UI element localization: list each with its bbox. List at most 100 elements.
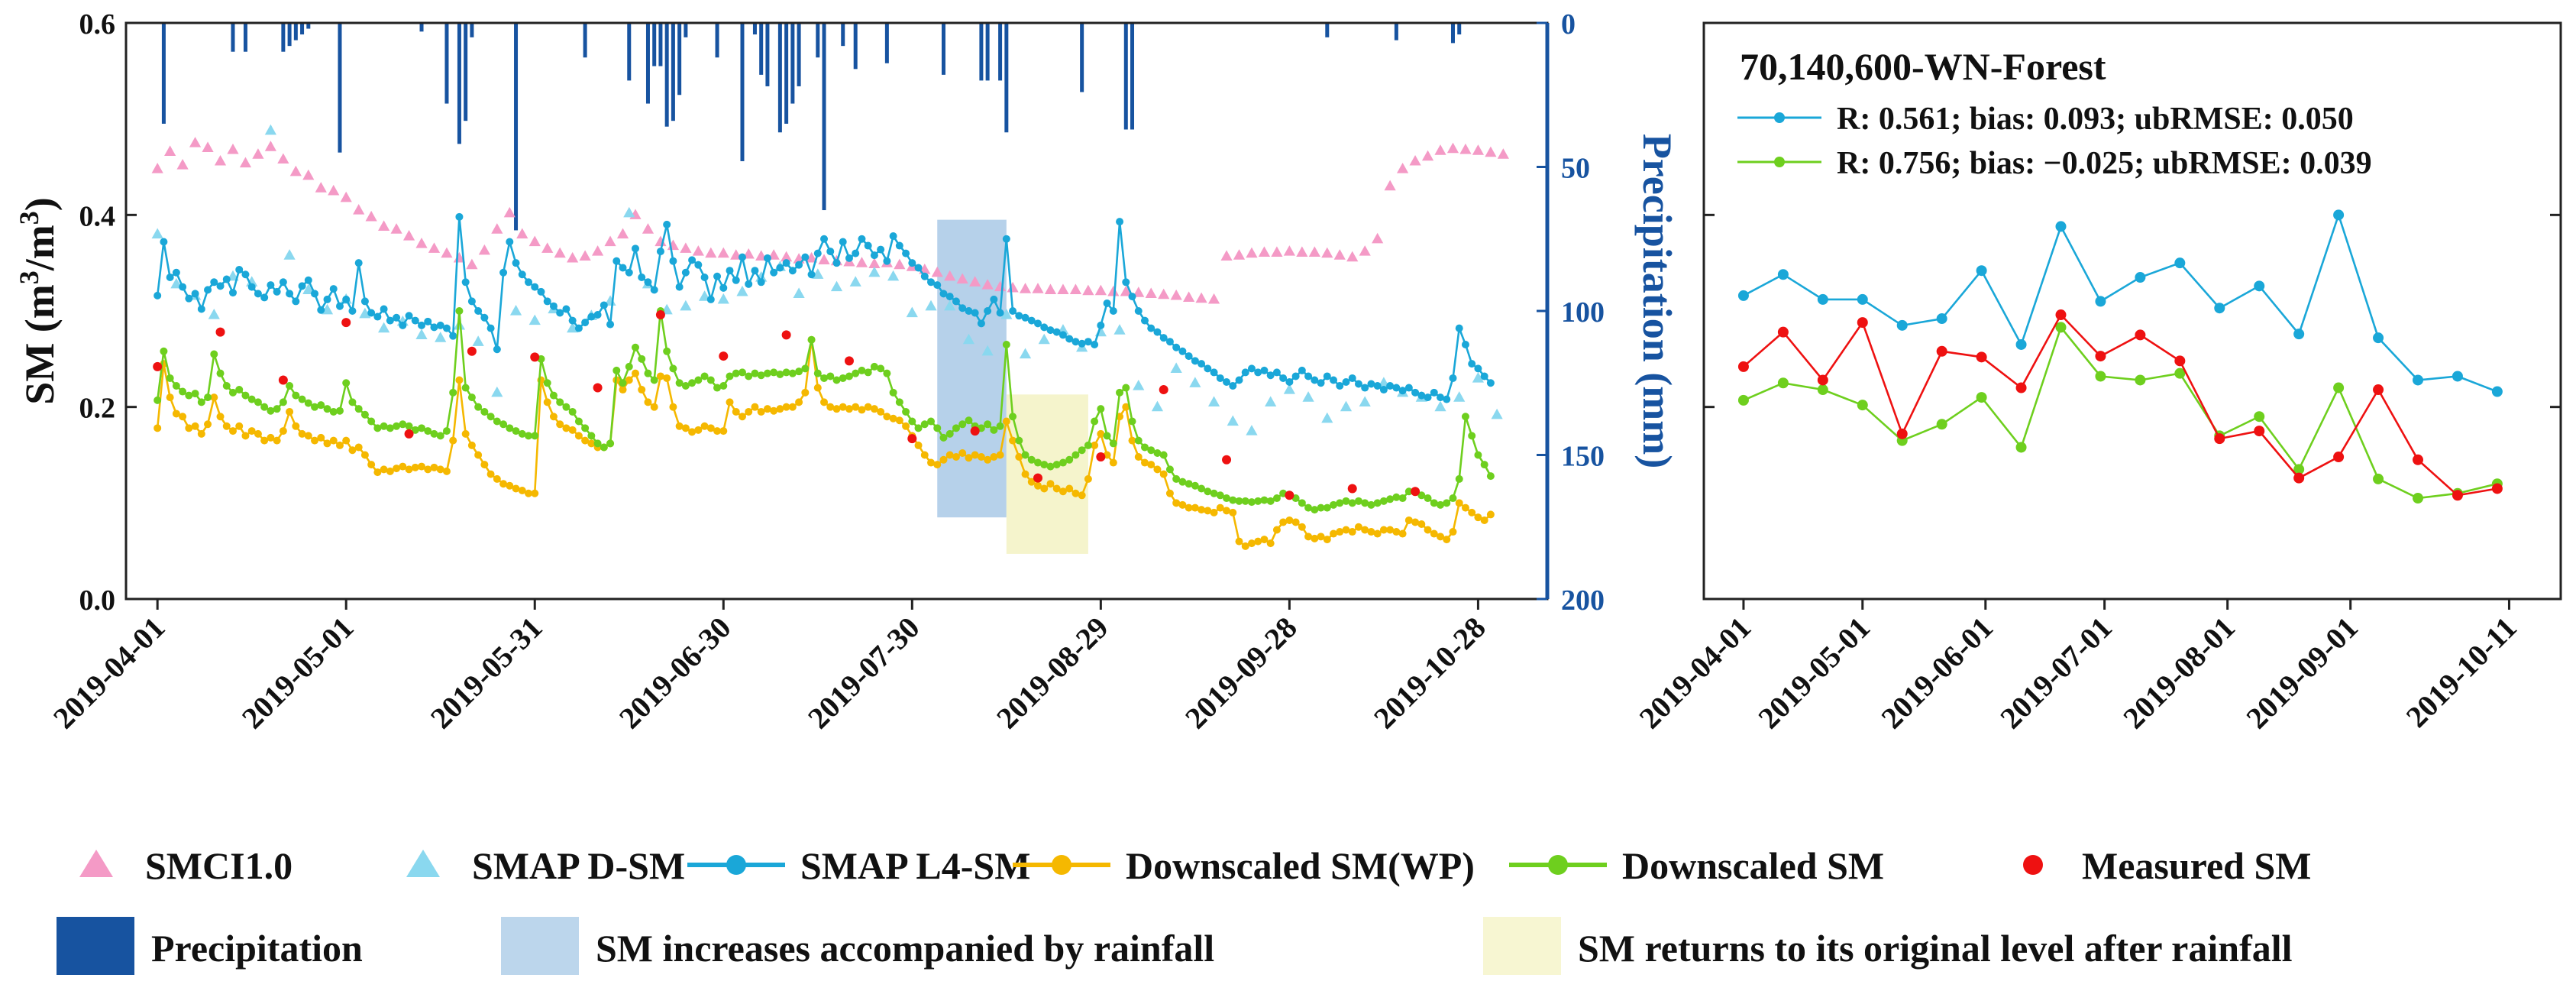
data-point	[2413, 493, 2423, 504]
data-point	[1480, 372, 1488, 380]
data-point	[179, 413, 187, 421]
data-point	[210, 350, 218, 358]
data-point	[1002, 417, 1010, 426]
data-point	[239, 157, 252, 168]
data-point	[2491, 483, 2503, 494]
data-point	[2293, 329, 2305, 340]
x-tick-label: 2019-07-01	[1993, 610, 2119, 736]
data-point	[656, 372, 664, 380]
precipitation-bar	[884, 23, 889, 63]
data-point	[801, 253, 810, 261]
precipitation-bar	[1130, 23, 1135, 130]
data-point	[945, 293, 954, 301]
data-point	[600, 443, 608, 452]
data-point	[1424, 494, 1432, 503]
data-point	[700, 422, 709, 430]
data-point	[931, 266, 943, 277]
data-point	[1398, 529, 1407, 538]
legend-triangle-icon	[79, 850, 113, 877]
data-point	[933, 424, 942, 432]
data-point	[1027, 455, 1036, 464]
data-point	[1411, 388, 1420, 397]
data-point	[1266, 371, 1275, 380]
legend-label: SMAP D-SM	[472, 844, 685, 887]
data-point	[1330, 500, 1338, 509]
data-point	[902, 249, 910, 257]
data-point	[1159, 385, 1168, 395]
data-point	[424, 465, 432, 474]
data-point	[984, 420, 992, 429]
data-point	[461, 384, 470, 392]
data-point	[215, 327, 225, 337]
data-point	[1172, 474, 1181, 483]
y-tick-label: 0.4	[79, 200, 116, 232]
precipitation-bar	[765, 23, 770, 86]
data-point	[304, 276, 312, 284]
data-point	[813, 384, 822, 392]
data-point	[204, 286, 212, 294]
precip-tick-label: 0	[1561, 8, 1576, 40]
data-point	[1247, 364, 1256, 373]
data-point	[1207, 396, 1220, 406]
precipitation-bar	[470, 23, 474, 37]
data-point	[855, 257, 868, 267]
data-point	[1002, 235, 1010, 243]
data-point	[2174, 257, 2186, 269]
data-point	[1437, 500, 1445, 509]
data-point	[1021, 470, 1029, 478]
legend-label: Precipitation	[151, 927, 363, 970]
data-point	[894, 258, 906, 270]
data-point	[1178, 347, 1187, 355]
data-point	[411, 426, 419, 434]
data-point	[1052, 328, 1061, 336]
panel-legend-label: R: 0.756; bias: −0.025; ubRMSE: 0.039	[1837, 146, 2372, 181]
data-point	[436, 432, 444, 440]
data-point	[1449, 494, 1457, 503]
data-point	[1367, 380, 1375, 388]
data-point	[1455, 324, 1463, 332]
data-point	[373, 468, 382, 477]
data-point	[820, 235, 829, 243]
data-point	[920, 451, 929, 459]
data-point	[2015, 338, 2027, 350]
data-point	[1291, 518, 1300, 526]
data-point	[435, 332, 447, 342]
data-point	[858, 406, 866, 414]
data-point	[1122, 403, 1130, 411]
data-point	[1386, 382, 1395, 390]
legend-item-sm-returns-to-its-original-level-after-rainfall: SM returns to its original level after r…	[1483, 917, 2293, 975]
data-point	[1052, 484, 1061, 493]
data-point	[512, 427, 520, 436]
data-point	[1817, 384, 1828, 396]
data-point	[1159, 470, 1168, 478]
data-point	[1411, 487, 1421, 497]
data-point	[1455, 474, 1463, 483]
data-point	[781, 251, 793, 262]
data-point	[1308, 246, 1320, 257]
data-point	[1032, 283, 1044, 293]
data-point	[1359, 396, 1371, 406]
data-point	[606, 439, 615, 448]
data-point	[1216, 374, 1224, 382]
data-point	[1449, 528, 1457, 536]
data-point	[402, 229, 415, 241]
data-point	[1348, 499, 1356, 507]
data-point	[568, 426, 577, 434]
data-point	[1373, 382, 1382, 390]
data-point	[1260, 536, 1269, 544]
data-point	[393, 313, 401, 322]
data-point	[1777, 377, 1789, 389]
data-point	[166, 274, 174, 282]
data-point	[984, 455, 992, 464]
legend-label: SMCI1.0	[145, 844, 293, 887]
data-point	[222, 422, 231, 430]
panel-series-r-0-561-bias-0-093-ubrmse-0-050	[1737, 209, 2503, 397]
data-point	[1298, 499, 1306, 507]
data-point	[556, 309, 564, 317]
data-point	[2333, 452, 2345, 463]
data-point	[348, 446, 357, 455]
data-point	[378, 322, 390, 333]
data-point	[574, 432, 583, 440]
x-tick-label: 2019-06-01	[1874, 610, 1999, 736]
data-point	[1065, 484, 1074, 493]
